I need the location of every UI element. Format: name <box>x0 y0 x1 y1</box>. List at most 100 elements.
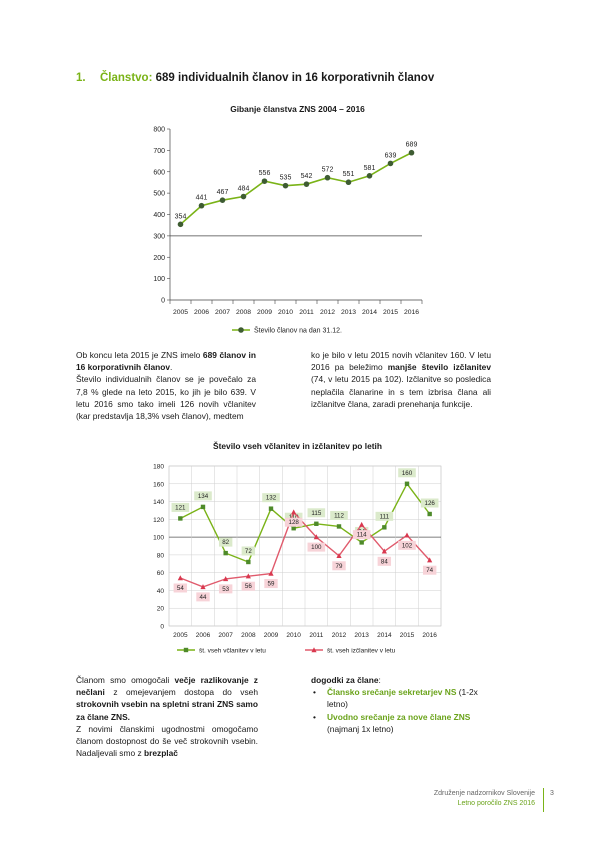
joins-label-box <box>420 498 439 508</box>
leaves-data-label: 74 <box>426 567 433 574</box>
leaves-point <box>359 521 365 527</box>
y-tick-label: 600 <box>153 169 165 176</box>
joins-label-box <box>262 493 280 503</box>
paragraph-members: Ob koncu leta 2015 je ZNS imelo 689 član… <box>76 350 256 373</box>
data-label: 556 <box>259 170 271 177</box>
text-column-1: Ob koncu leta 2015 je ZNS imelo 689 član… <box>76 349 256 422</box>
joins-label-box <box>284 512 303 522</box>
y-tick-label: 140 <box>153 499 164 506</box>
data-label: 484 <box>238 186 250 193</box>
joins-label-box <box>171 502 190 512</box>
section-keyword: Članstvo: <box>100 72 153 84</box>
leaves-point <box>268 570 274 576</box>
footer-divider <box>543 788 544 812</box>
joins-data-label: 126 <box>425 500 436 507</box>
paragraph-growth: Število individualnih članov se je poveč… <box>76 374 256 422</box>
data-label: 535 <box>280 175 292 182</box>
leaves-label-box <box>422 565 437 575</box>
leaves-data-label: 100 <box>311 544 322 551</box>
data-label: 689 <box>406 142 418 149</box>
leaves-point <box>381 548 387 554</box>
leaves-data-label: 79 <box>336 563 343 570</box>
joins-data-label: 111 <box>380 513 390 520</box>
y-tick-label: 180 <box>153 464 164 471</box>
legend-label-leaves: št. vseh izčlanitev v letu <box>327 647 396 654</box>
leaves-point <box>245 573 251 579</box>
data-point <box>387 160 394 167</box>
x-tick-label: 2016 <box>404 309 419 316</box>
y-tick-label: 100 <box>153 535 164 542</box>
joins-label-box <box>218 537 233 547</box>
joins-data-label: 160 <box>402 470 413 477</box>
leaves-label-box <box>173 583 188 593</box>
joins-point <box>359 540 364 545</box>
y-tick-label: 60 <box>157 570 165 577</box>
data-label: 441 <box>196 195 208 202</box>
page-number: 3 <box>550 790 554 797</box>
leaves-data-label: 56 <box>245 583 252 590</box>
joins-label-box <box>398 468 416 478</box>
x-tick-label: 2016 <box>422 632 437 639</box>
joins-label-box <box>375 511 394 521</box>
leaves-data-label: 114 <box>357 532 367 539</box>
legend-marker-joins <box>183 647 189 653</box>
events-intro: dogodki za člane: <box>311 675 381 685</box>
joins-data-label: 134 <box>198 493 209 500</box>
x-tick-label: 2013 <box>354 632 369 639</box>
y-tick-label: 120 <box>153 517 164 524</box>
leaves-label-box <box>377 556 392 566</box>
joins-data-label: 112 <box>334 512 344 519</box>
section-title: 689 individualnih članov in 16 korporati… <box>152 72 435 84</box>
leaves-point <box>291 509 297 515</box>
leaves-label-box <box>284 517 303 527</box>
leaves-point <box>177 575 183 581</box>
joins-point <box>336 524 342 529</box>
leaves-point <box>223 576 229 582</box>
joins-point <box>404 481 410 486</box>
list-item: Člansko srečanje sekretarjev NS (1-2x le… <box>311 686 493 710</box>
data-label: 581 <box>364 165 376 172</box>
joins-point <box>382 525 387 530</box>
x-tick-label: 2015 <box>400 632 415 639</box>
y-tick-label: 0 <box>161 298 165 305</box>
leaves-data-label: 44 <box>200 594 207 601</box>
y-tick-label: 20 <box>157 606 165 613</box>
y-tick-label: 400 <box>153 212 165 219</box>
joins-point <box>200 504 206 510</box>
x-tick-label: 2007 <box>215 309 230 316</box>
leaves-data-label: 53 <box>222 586 229 593</box>
data-point <box>240 193 247 200</box>
joins-point <box>427 511 432 517</box>
leaves-point <box>404 532 410 538</box>
data-point <box>198 202 205 209</box>
leaves-data-label: 59 <box>268 581 275 588</box>
x-tick-label: 2012 <box>320 309 335 316</box>
joins-point <box>246 559 251 565</box>
y-tick-label: 700 <box>153 148 165 155</box>
joins-point <box>223 550 228 556</box>
x-tick-label: 2011 <box>309 632 323 639</box>
data-point <box>324 174 331 181</box>
events-list: Člansko srečanje sekretarjev NS (1-2x le… <box>311 686 493 735</box>
series-line <box>179 152 412 225</box>
y-tick-label: 40 <box>157 588 165 595</box>
x-tick-label: 2005 <box>173 632 188 639</box>
x-tick-label: 2015 <box>383 309 398 316</box>
data-label: 542 <box>301 173 313 180</box>
joins-point <box>178 516 183 521</box>
joins-label-box <box>330 510 348 520</box>
leaves-label-box <box>196 592 210 602</box>
membership-chart: 0 100 200 300 400 500 600 700 800 2005 2006 2007 200… <box>153 127 423 335</box>
joins-label-box <box>307 508 326 518</box>
joins-data-label: 72 <box>245 548 252 555</box>
x-tick-label: 2007 <box>218 632 233 639</box>
text-column-4: dogodki za člane: Člansko srečanje sekre… <box>311 674 493 735</box>
leaves-data-label: 84 <box>381 558 388 565</box>
list-item: Uvodno srečanje za nove člane ZNS (najma… <box>311 711 493 735</box>
leaves-label-box <box>264 579 278 589</box>
leaves-point <box>200 584 206 590</box>
leaves-label-box <box>307 542 326 552</box>
joins-data-label: 82 <box>222 539 229 546</box>
data-label: 467 <box>217 189 229 196</box>
paragraph-access: Z novimi članskimi ugodnostmi omogočamo … <box>76 723 258 759</box>
